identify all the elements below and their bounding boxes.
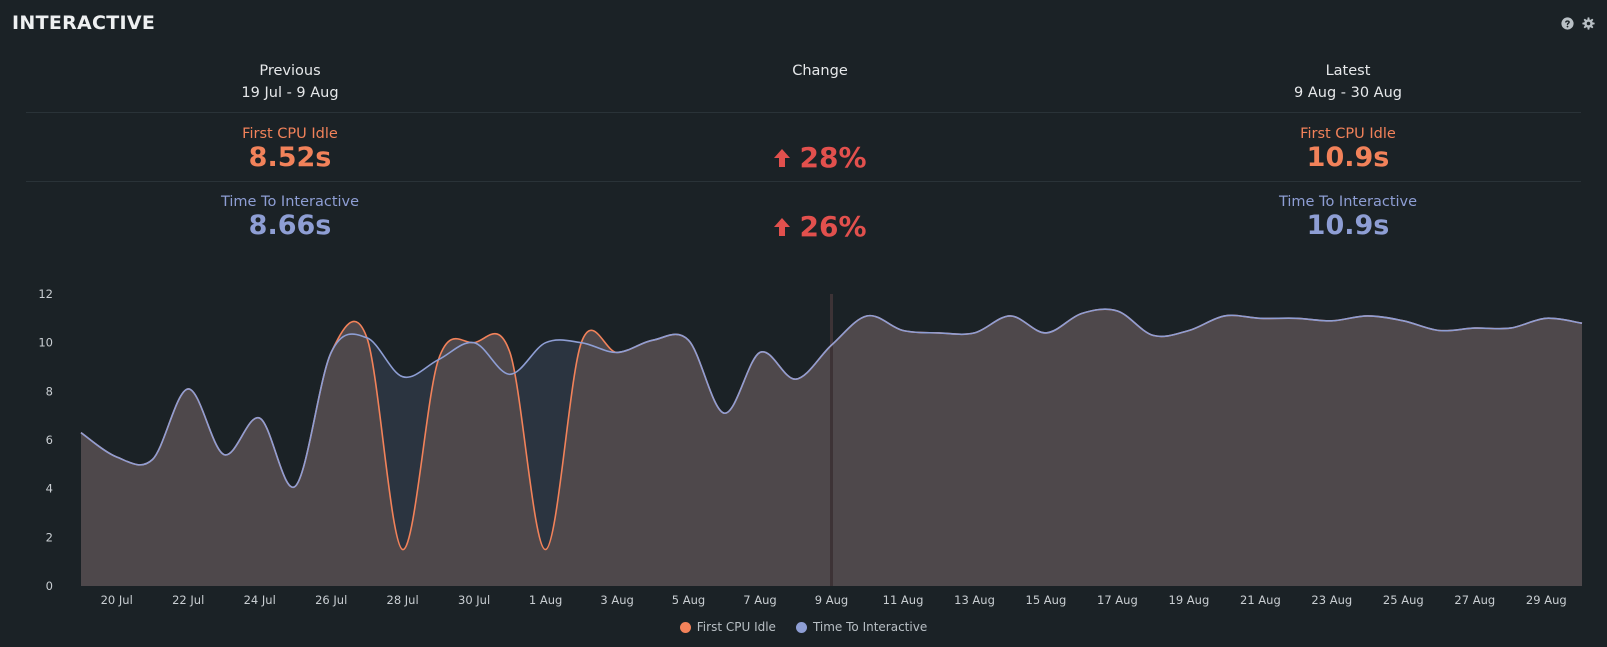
fci-change: 28% — [670, 141, 970, 174]
latest-fci: First CPU Idle 10.9s — [1198, 126, 1498, 173]
previous-label: Previous — [259, 63, 321, 79]
tti-label: Time To Interactive — [1278, 194, 1418, 210]
latest-tti: Time To Interactive 10.9s — [1198, 194, 1498, 241]
tti-label: Time To Interactive — [220, 194, 360, 210]
y-tick-label: 12 — [38, 287, 53, 301]
legend-label-tti: Time To Interactive — [812, 620, 928, 634]
x-tick-label: 24 Jul — [244, 593, 276, 607]
legend-item-fci[interactable]: First CPU Idle — [679, 620, 776, 634]
gear-icon[interactable] — [1582, 17, 1595, 30]
x-tick-label: 9 Aug — [815, 593, 848, 607]
legend-label-fci: First CPU Idle — [696, 620, 776, 634]
chart-legend: First CPU Idle Time To Interactive — [0, 620, 1607, 634]
x-tick-label: 3 Aug — [600, 593, 633, 607]
previous-range: 19 Jul - 9 Aug — [241, 85, 339, 101]
tti-legend-dot — [795, 621, 807, 633]
x-tick-label: 27 Aug — [1454, 593, 1495, 607]
divider — [26, 112, 1581, 113]
arrow-up-icon — [774, 217, 791, 236]
y-tick-label: 0 — [46, 579, 53, 593]
arrow-up-icon — [774, 148, 791, 167]
change-header: Change — [670, 60, 970, 82]
previous-fci-value: 8.52s — [248, 142, 332, 173]
legend-item-tti[interactable]: Time To Interactive — [795, 620, 928, 634]
interactive-chart: 0 2 4 6 8 10 12 20 Jul 22 Jul 24 Jul 26 Jul 28 Jul 3… — [38, 287, 1583, 607]
latest-range: 9 Aug - 30 Aug — [1294, 85, 1402, 101]
x-tick-label: 26 Jul — [315, 593, 347, 607]
panel-title: INTERACTIVE — [12, 12, 156, 34]
x-tick-label: 1 Aug — [529, 593, 562, 607]
latest-tti-value: 10.9s — [1306, 210, 1390, 241]
tti-line — [80, 308, 1583, 489]
x-tick-label: 22 Jul — [172, 593, 204, 607]
x-tick-label: 25 Aug — [1383, 593, 1424, 607]
previous-tti-value: 8.66s — [248, 210, 332, 241]
x-tick-label: 23 Aug — [1311, 593, 1352, 607]
change-label: Change — [792, 63, 848, 79]
previous-header: Previous 19 Jul - 9 Aug — [140, 60, 440, 104]
x-tick-label: 28 Jul — [387, 593, 419, 607]
y-tick-label: 10 — [38, 336, 53, 350]
previous-fci: First CPU Idle 8.52s — [140, 126, 440, 173]
x-tick-label: 13 Aug — [954, 593, 995, 607]
latest-header: Latest 9 Aug - 30 Aug — [1198, 60, 1498, 104]
y-tick-label: 2 — [46, 530, 53, 544]
x-tick-label: 11 Aug — [883, 593, 924, 607]
y-tick-label: 8 — [46, 384, 53, 398]
tti-change-value: 26% — [799, 210, 867, 243]
x-tick-label: 5 Aug — [672, 593, 705, 607]
divider — [26, 181, 1581, 182]
y-tick-label: 6 — [46, 433, 53, 447]
x-tick-label: 19 Aug — [1169, 593, 1210, 607]
panel-actions — [1561, 17, 1595, 30]
latest-label: Latest — [1325, 63, 1371, 79]
y-tick-label: 4 — [46, 482, 53, 496]
question-circle-icon[interactable] — [1561, 17, 1574, 30]
x-tick-label: 30 Jul — [458, 593, 490, 607]
x-tick-label: 20 Jul — [101, 593, 133, 607]
tti-change: 26% — [670, 210, 970, 243]
x-tick-label: 29 Aug — [1526, 593, 1567, 607]
x-tick-label: 17 Aug — [1097, 593, 1138, 607]
fci-legend-dot — [679, 621, 691, 633]
fci-label: First CPU Idle — [1300, 126, 1396, 142]
previous-tti: Time To Interactive 8.66s — [140, 194, 440, 241]
x-tick-label: 21 Aug — [1240, 593, 1281, 607]
x-tick-label: 7 Aug — [743, 593, 776, 607]
x-tick-label: 15 Aug — [1026, 593, 1067, 607]
latest-fci-value: 10.9s — [1306, 142, 1390, 173]
fci-change-value: 28% — [799, 141, 867, 174]
fci-label: First CPU Idle — [242, 126, 338, 142]
